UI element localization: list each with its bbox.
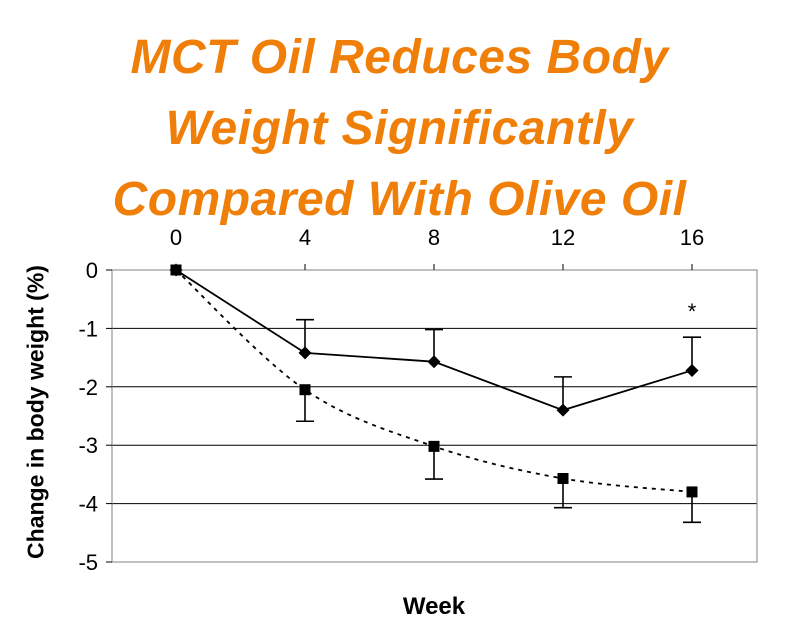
diamond-marker xyxy=(556,403,570,417)
x-tick-label: 12 xyxy=(551,225,575,250)
chart-title: MCT Oil Reduces Body Weight Significantl… xyxy=(0,22,799,235)
square-marker xyxy=(428,440,440,452)
annotations: * xyxy=(688,299,697,324)
y-tick-label: 0 xyxy=(86,258,98,283)
x-axis-ticks: 0 4 8 12 16 xyxy=(170,225,704,270)
diamond-marker xyxy=(298,346,312,360)
significance-marker: * xyxy=(688,299,697,324)
y-tick-label: -4 xyxy=(78,492,98,517)
gridlines xyxy=(112,269,757,563)
square-marker xyxy=(170,264,182,276)
title-line-3: Compared With Olive Oil xyxy=(112,173,687,226)
y-axis-label: Change in body weight (%) xyxy=(22,265,49,559)
y-tick-label: -5 xyxy=(78,550,98,575)
y-tick-label: -2 xyxy=(78,375,98,400)
series-markers xyxy=(169,263,699,498)
diamond-marker xyxy=(685,363,699,377)
square-marker xyxy=(299,384,311,396)
x-tick-label: 8 xyxy=(428,225,440,250)
x-tick-label: 16 xyxy=(680,225,704,250)
x-tick-label: 4 xyxy=(299,225,311,250)
error-bars xyxy=(296,318,701,524)
y-tick-label: -3 xyxy=(78,433,98,458)
plot-area xyxy=(111,269,758,563)
square-marker xyxy=(557,472,569,484)
x-axis-label: Week xyxy=(402,593,466,620)
x-tick-label: 0 xyxy=(170,225,182,250)
y-tick-label: -1 xyxy=(78,316,98,341)
square-marker xyxy=(686,486,698,498)
diamond-marker xyxy=(427,355,441,369)
title-line-2: Weight Significantly xyxy=(165,102,634,155)
title-line-1: MCT Oil Reduces Body xyxy=(130,31,669,84)
y-axis-ticks: 0 -1 -2 -3 -4 -5 xyxy=(78,258,112,575)
